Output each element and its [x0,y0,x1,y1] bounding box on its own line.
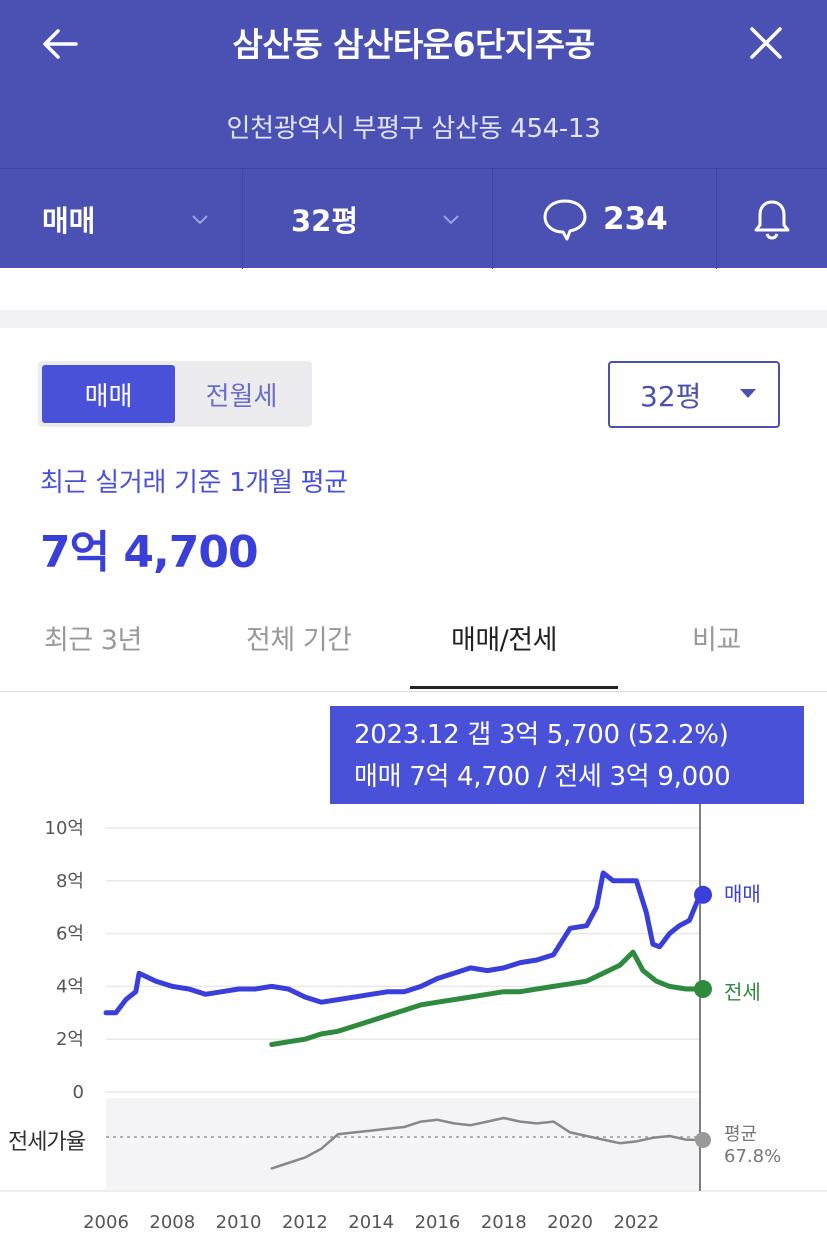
section-divider [0,310,827,328]
x-tick-label: 2008 [149,1212,195,1233]
y-tick-label: 6억 [56,924,84,945]
tab-recent-3y[interactable]: 최근 3년 [44,625,142,656]
tab-all-period[interactable]: 전체 기간 [246,625,352,656]
x-tick-label: 2020 [547,1212,593,1233]
jeonse-series-line [269,949,703,1047]
y-tick-label: 8억 [56,871,84,892]
ratio-panel-bg [106,1098,700,1190]
ratio-end-marker [695,1131,711,1148]
bell-icon [754,200,790,240]
toggle-sale[interactable]: 매매 [42,365,175,423]
speech-bubble-icon [543,199,587,241]
y-tick-label: 0 [73,1082,84,1103]
size-select-value: 32평 [640,379,702,413]
tooltip-gap-line: 2023.12 갭 3억 5,700 (52.2%) [354,720,729,750]
x-tick-label: 2022 [613,1212,659,1233]
close-button[interactable] [742,20,790,66]
chart-tooltip: 2023.12 갭 3억 5,700 (52.2%) 매매 7억 4,700 /… [330,706,804,804]
active-tab-indicator [410,686,618,689]
trade-type-value: 매매 [42,204,96,238]
alarm-button[interactable] [716,169,827,269]
ratio-series-line [270,1116,702,1170]
app-header: 삼산동 삼산타운6단지주공 인천광역시 부평구 삼산동 454-13 매매 32… [0,0,827,269]
selector-bar: 매매 32평 234 [0,168,827,269]
sale-series-line [103,870,703,1016]
x-tick-label: 2010 [216,1212,262,1233]
y-tick-label: 10억 [45,818,84,839]
address: 인천광역시 부평구 삼산동 454-13 [226,114,601,144]
x-tick-label: 2016 [415,1212,461,1233]
trade-type-dropdown[interactable]: 매매 [0,169,242,269]
jeonse-end-marker [694,980,712,999]
tooltip-price-line: 매매 7억 4,700 / 전세 3억 9,000 [354,762,731,792]
x-tick-label: 2012 [282,1212,328,1233]
page-title: 삼산동 삼산타운6단지주공 [232,25,595,64]
chevron-down-icon [443,215,459,225]
tab-compare[interactable]: 비교 [692,625,741,656]
sale-end-marker [694,885,712,904]
ratio-value-label: 67.8% [724,1146,782,1167]
size-select[interactable]: 32평 [608,361,780,428]
comments-button[interactable]: 234 [492,169,716,269]
caret-down-icon [740,389,756,398]
back-button[interactable] [36,22,84,66]
close-icon [750,27,782,59]
trade-toggle: 매매 전월세 [38,361,312,427]
period-tabs: 최근 3년 전체 기간 매매/전세 비교 [0,600,827,692]
size-dropdown[interactable]: 32평 [242,169,492,269]
size-value: 32평 [291,204,359,238]
average-label: 최근 실거래 기준 1개월 평균 [40,468,348,498]
ratio-axis-label: 전세가율 [8,1130,86,1155]
comment-count: 234 [603,201,668,237]
x-tick-label: 2006 [83,1212,129,1233]
y-tick-label: 2억 [56,1029,84,1050]
y-tick-label: 4억 [56,976,84,997]
ratio-title-label: 평균 [724,1124,758,1145]
sale-end-label: 매매 [724,882,761,906]
jeonse-end-label: 전세 [724,980,761,1004]
toggle-rent[interactable]: 전월세 [205,381,278,412]
x-tick-label: 2014 [348,1212,394,1233]
back-arrow-icon [43,29,78,59]
tab-sale-jeonse[interactable]: 매매/전세 [451,625,557,656]
average-price: 7억 4,700 [40,527,259,578]
chevron-down-icon [192,215,208,225]
x-tick-label: 2018 [481,1212,527,1233]
